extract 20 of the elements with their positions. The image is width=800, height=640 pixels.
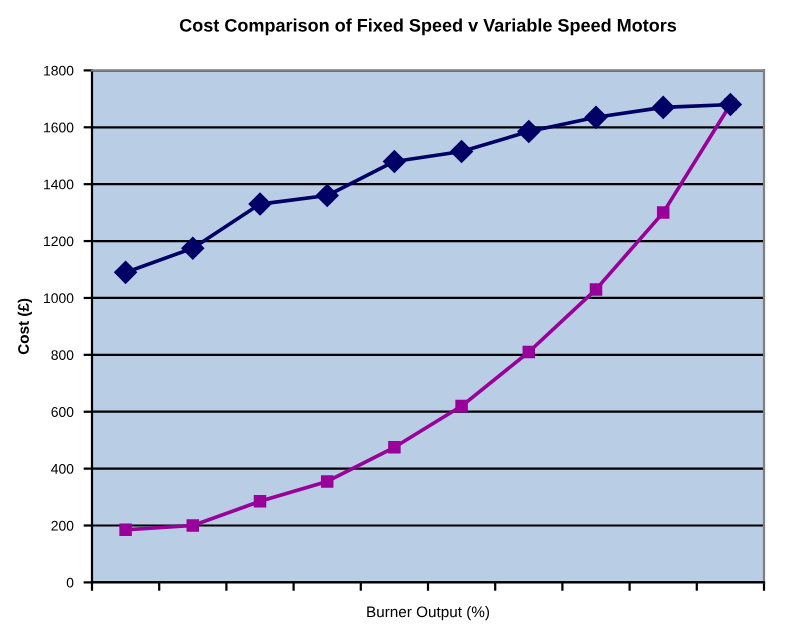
- point: [253, 495, 267, 508]
- point: [455, 399, 468, 413]
- point: [119, 523, 132, 537]
- point: [315, 184, 339, 207]
- chart-title: Cost Comparison of Fixed Speed v Variable Speed Motors: [179, 18, 677, 36]
- point: [584, 106, 608, 129]
- point: [383, 150, 406, 173]
- point: [186, 519, 200, 532]
- point: [589, 283, 603, 296]
- point: [114, 261, 137, 284]
- point: [450, 140, 473, 163]
- point: [517, 120, 541, 143]
- point: [719, 93, 742, 116]
- point: [522, 345, 536, 359]
- point: [320, 475, 334, 488]
- point: [181, 236, 205, 260]
- point: [388, 441, 401, 454]
- point: [656, 206, 670, 219]
- point: [651, 96, 675, 119]
- point: [248, 192, 272, 216]
